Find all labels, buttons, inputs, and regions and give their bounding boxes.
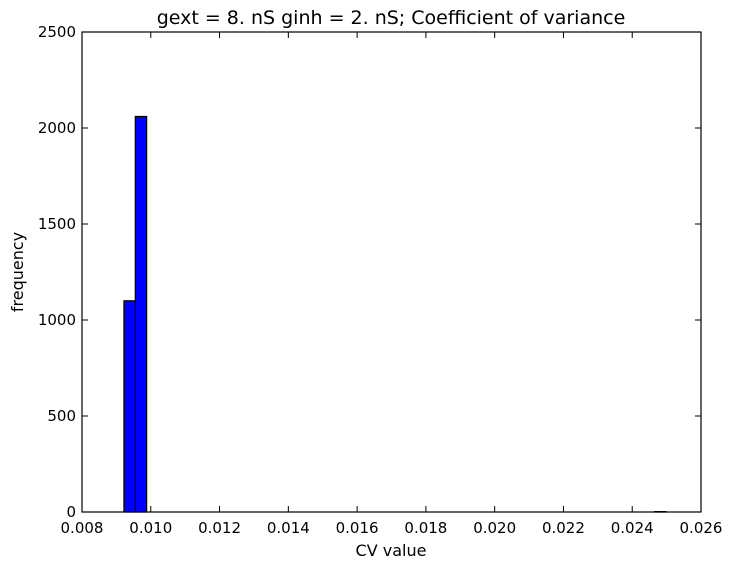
y-tick-label: 2500 xyxy=(38,23,76,41)
y-tick-label: 1000 xyxy=(38,311,76,329)
y-tick-label: 500 xyxy=(47,407,76,425)
x-tick-label: 0.012 xyxy=(198,519,241,537)
y-tick-label: 2000 xyxy=(38,119,76,137)
histogram-bar-0 xyxy=(123,300,136,513)
x-tick-label: 0.016 xyxy=(336,519,379,537)
x-tick-label: 0.018 xyxy=(404,519,447,537)
x-tick-label: 0.014 xyxy=(267,519,310,537)
x-tick-label: 0.008 xyxy=(61,519,104,537)
y-tick-label: 1500 xyxy=(38,215,76,233)
plot-frame xyxy=(81,31,702,513)
x-tick-label: 0.010 xyxy=(129,519,172,537)
x-tick-label: 0.026 xyxy=(680,519,723,537)
y-tick-label: 0 xyxy=(66,503,76,521)
y-axis-ticks: 0 500 1000 1500 2000 2500 xyxy=(38,23,701,521)
histogram-bar-1 xyxy=(134,115,148,513)
x-axis-label: CV value xyxy=(356,541,427,560)
x-tick-label: 0.020 xyxy=(473,519,516,537)
y-axis-label: frequency xyxy=(8,232,27,312)
x-tick-label: 0.022 xyxy=(542,519,585,537)
x-axis-ticks: 0.008 0.010 0.012 0.014 0.016 0.018 0.020 0.022… xyxy=(61,32,723,537)
x-tick-label: 0.024 xyxy=(611,519,654,537)
bars-group xyxy=(123,115,667,513)
chart-title: gext = 8. nS ginh = 2. nS; Coefficient o… xyxy=(157,7,626,29)
